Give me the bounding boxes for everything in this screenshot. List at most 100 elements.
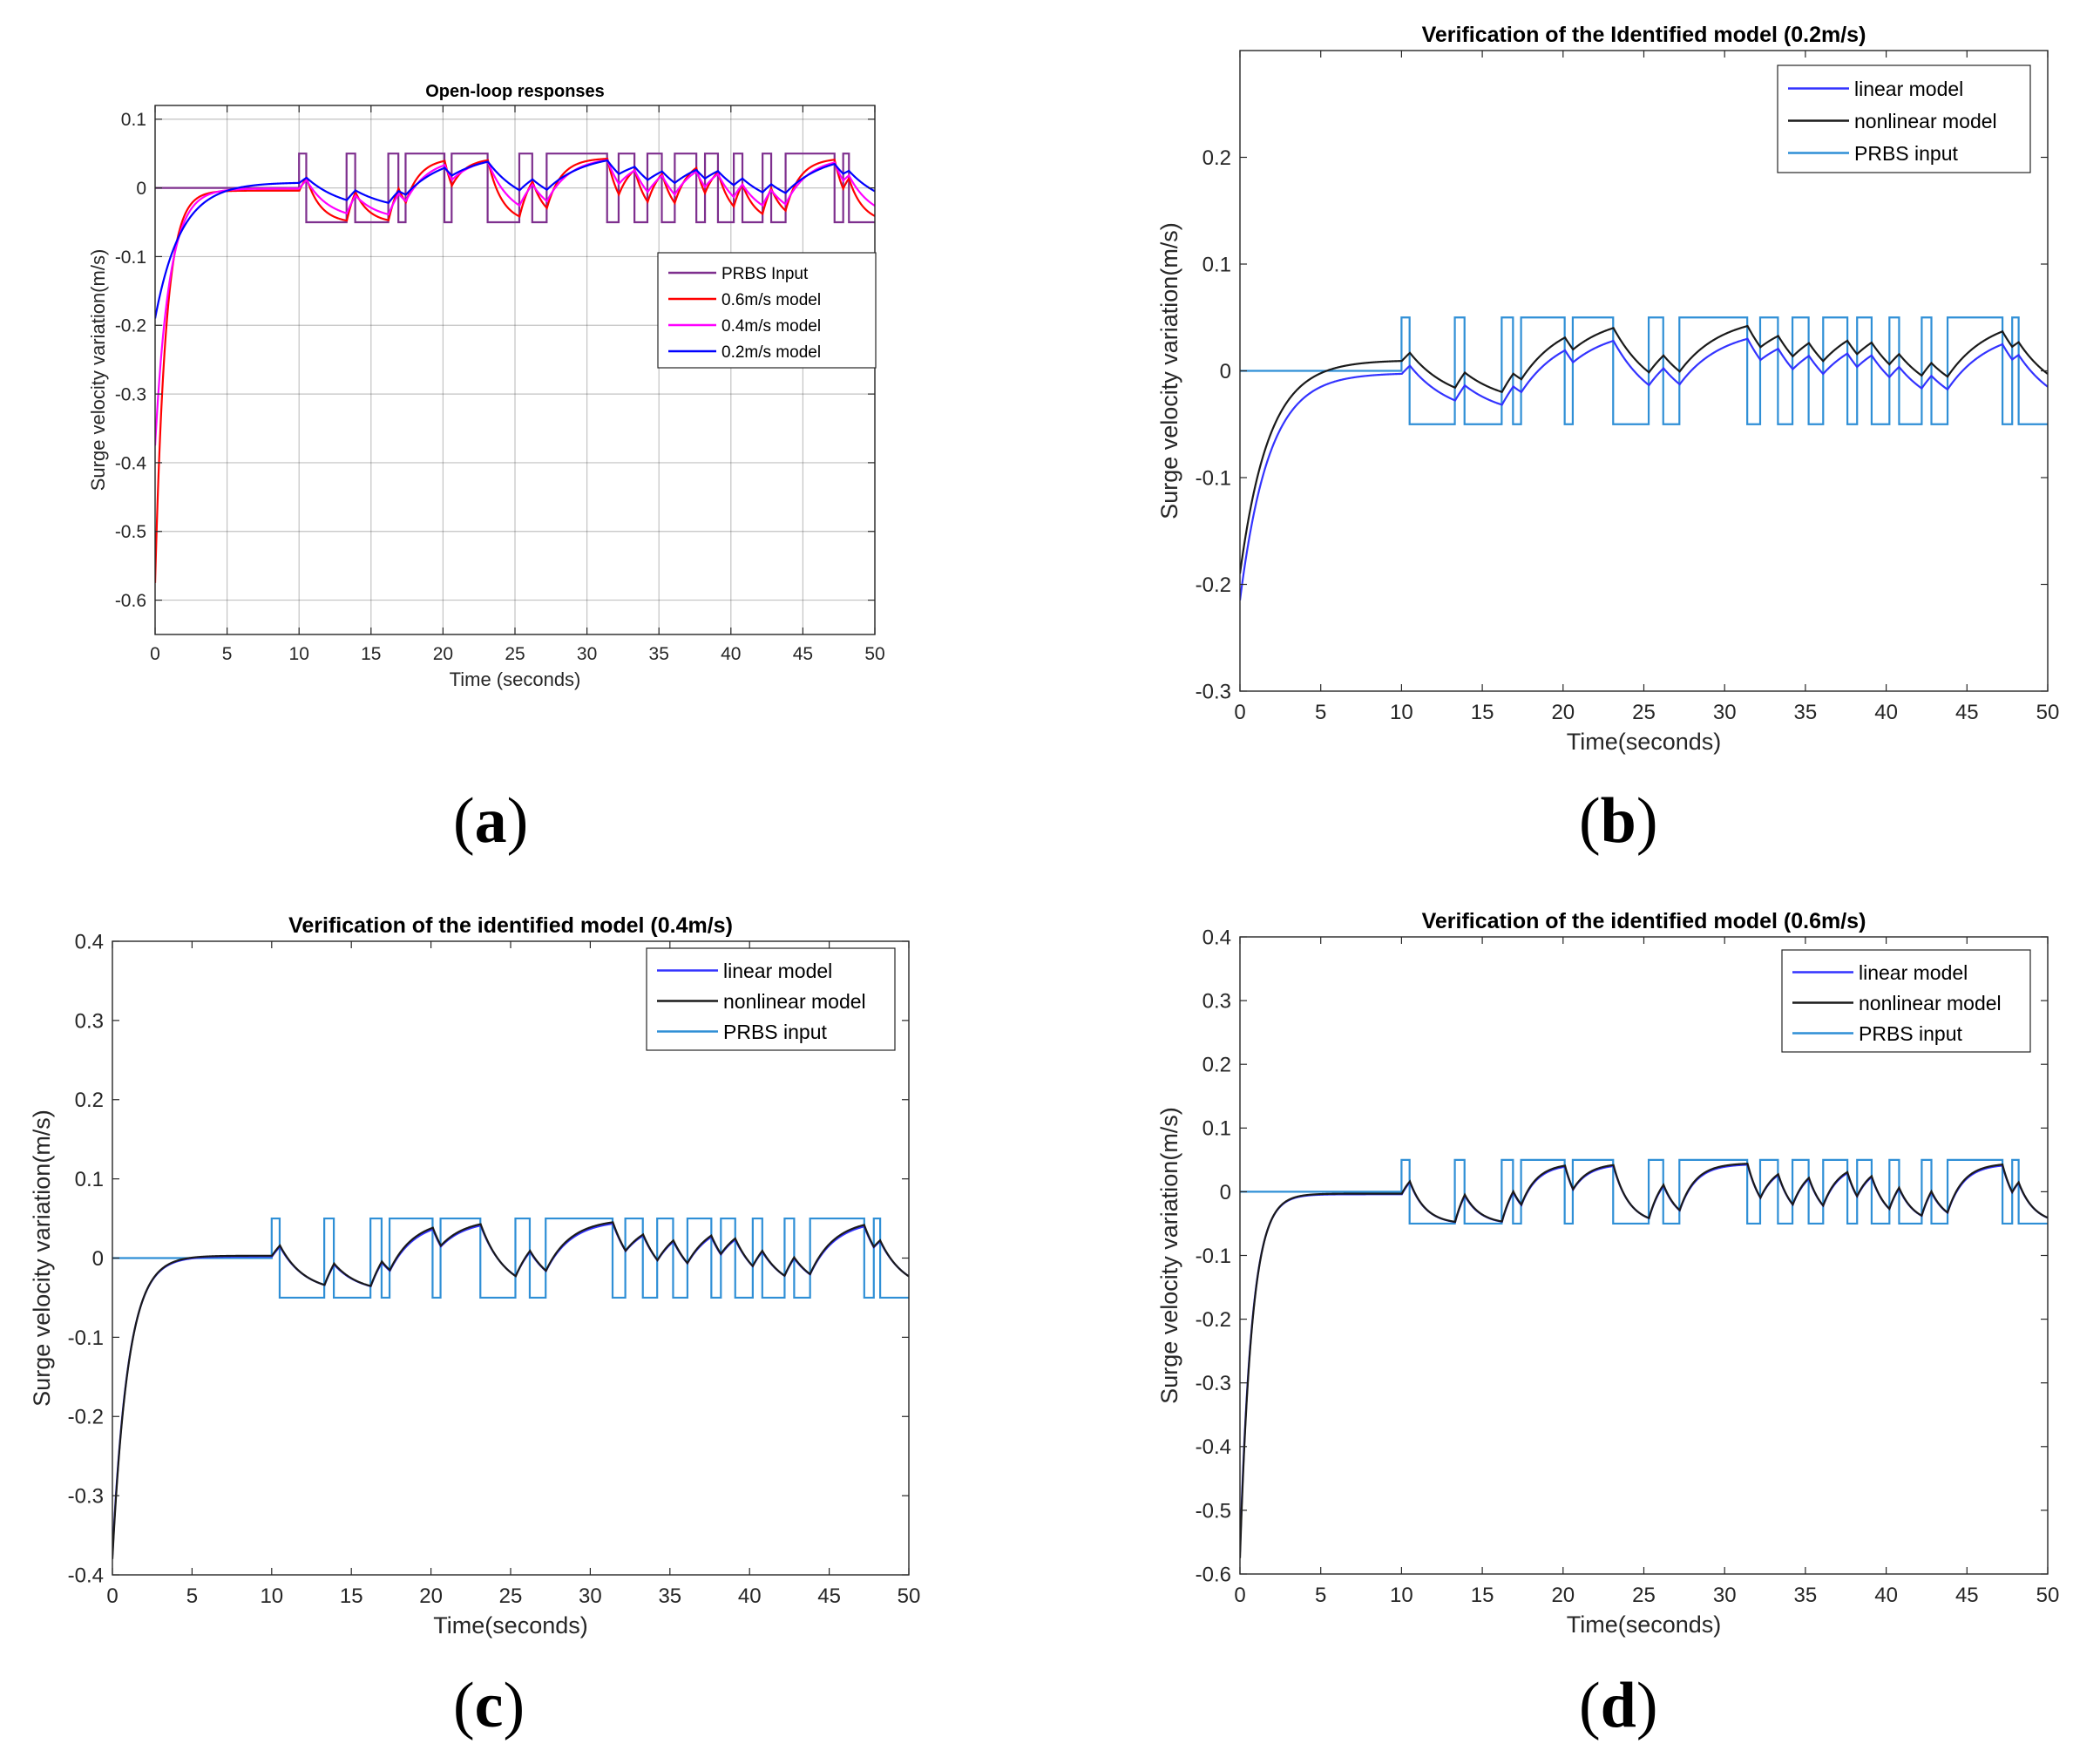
- x-axis-label: Time (seconds): [450, 668, 581, 690]
- x-tick-label: 40: [1874, 1584, 1898, 1607]
- y-axis-label: Surge velocity variation(m/s): [1156, 222, 1182, 519]
- x-tick-label: 5: [1315, 1584, 1326, 1607]
- y-tick-label: -0.2: [1196, 573, 1231, 597]
- y-tick-label: -0.2: [68, 1406, 104, 1429]
- y-tick-label: 0: [1220, 360, 1231, 383]
- y-tick-label: -0.2: [1196, 1308, 1231, 1332]
- legend-box: [1781, 949, 2031, 1053]
- y-tick-label: 0.4: [1202, 926, 1231, 949]
- x-tick-label: 25: [1632, 1584, 1656, 1607]
- x-tick-label: 25: [499, 1584, 523, 1608]
- x-tick-label: 35: [658, 1584, 681, 1608]
- legend-label: 0.4m/s model: [721, 317, 821, 336]
- y-tick-label: -0.3: [1196, 680, 1231, 703]
- x-tick-label: 25: [1632, 701, 1656, 724]
- y-tick-label: 0: [92, 1247, 104, 1271]
- x-tick-label: 50: [2036, 701, 2060, 724]
- legend-label: nonlinear model: [1859, 992, 2002, 1014]
- x-axis-label: Time(seconds): [1567, 729, 1722, 755]
- legend: linear model nonlinear model PRBS input: [1781, 949, 2031, 1053]
- x-tick-label: 25: [505, 644, 525, 664]
- y-tick-label: 0.1: [75, 1168, 104, 1191]
- y-tick-label: 0.1: [1202, 253, 1231, 276]
- x-tick-label: 30: [579, 1584, 602, 1608]
- y-tick-label: -0.1: [1196, 466, 1231, 490]
- x-tick-label: 20: [433, 644, 453, 664]
- x-tick-label: 45: [817, 1584, 841, 1608]
- chart-title: Verification of the Identified model (0.…: [1422, 23, 1866, 47]
- x-tick-label: 5: [186, 1584, 198, 1608]
- chart-title: Open-loop responses: [425, 82, 605, 101]
- x-tick-label: 45: [793, 644, 813, 664]
- y-tick-label: 0.1: [1202, 1117, 1231, 1141]
- series-line-0-2m-s-model: [155, 159, 875, 319]
- x-tick-label: 20: [419, 1584, 443, 1608]
- legend: linear model nonlinear model PRBS input: [1777, 64, 2031, 173]
- x-tick-label: 15: [361, 644, 381, 664]
- x-tick-label: 20: [1551, 701, 1575, 724]
- y-axis-label: Surge velocity variation(m/s): [29, 1109, 55, 1407]
- y-tick-label: -0.6: [1196, 1563, 1231, 1586]
- legend-label: PRBS input: [1859, 1022, 1963, 1045]
- y-tick-label: 0.1: [121, 110, 146, 130]
- x-tick-label: 40: [721, 644, 741, 664]
- y-tick-label: -0.4: [115, 453, 147, 473]
- x-tick-label: 45: [1955, 1584, 1979, 1607]
- chart-title: Verification of the identified model (0.…: [288, 913, 733, 938]
- legend-label: 0.6m/s model: [721, 291, 821, 309]
- legend-box: [646, 947, 896, 1051]
- x-tick-label: 10: [260, 1584, 283, 1608]
- y-tick-label: -0.3: [1196, 1372, 1231, 1395]
- x-tick-label: 5: [222, 644, 233, 664]
- legend-label: linear model: [1854, 78, 1963, 100]
- y-tick-label: -0.1: [1196, 1245, 1231, 1268]
- x-axis-label: Time(seconds): [433, 1612, 588, 1638]
- series-line-prbs-input: [1240, 316, 2048, 425]
- x-tick-label: 30: [577, 644, 597, 664]
- y-tick-label: -0.3: [115, 384, 146, 404]
- y-tick-label: 0: [1220, 1181, 1231, 1204]
- x-tick-label: 10: [1390, 1584, 1413, 1607]
- legend-label: PRBS Input: [721, 265, 809, 283]
- legend-label: 0.2m/s model: [721, 343, 821, 362]
- x-tick-label: 15: [1471, 701, 1494, 724]
- x-tick-label: 15: [1471, 1584, 1494, 1607]
- x-tick-label: 0: [150, 644, 160, 664]
- x-tick-label: 50: [2036, 1584, 2060, 1607]
- series-line-nonlinear-model: [1240, 1163, 2048, 1558]
- y-tick-label: 0.2: [1202, 1054, 1231, 1077]
- y-axis-label: Surge velocity variation(m/s): [87, 249, 109, 492]
- chart-b: 0 5 10 15 20 25 30 35 40 45 50 0.2 0.1 0 -0.1 -0.2 -0.3 V…: [1156, 23, 2059, 755]
- series-line-prbs-input: [112, 1217, 909, 1299]
- legend-label: linear model: [1859, 961, 1968, 984]
- y-tick-label: -0.4: [68, 1564, 104, 1587]
- series-line-linear-model: [1240, 337, 2048, 601]
- y-tick-label: -0.1: [68, 1326, 104, 1350]
- y-tick-label: -0.6: [115, 591, 146, 611]
- y-tick-label: 0.3: [1202, 990, 1231, 1014]
- caption-c: (c): [453, 1670, 525, 1741]
- legend-box: [1777, 64, 2031, 173]
- x-tick-label: 30: [1713, 701, 1737, 724]
- x-tick-label: 35: [1794, 701, 1818, 724]
- y-tick-label: 0.2: [1202, 146, 1231, 170]
- y-tick-label: -0.3: [68, 1485, 104, 1509]
- x-tick-label: 35: [649, 644, 669, 664]
- x-tick-label: 20: [1551, 1584, 1575, 1607]
- x-tick-label: 15: [340, 1584, 363, 1608]
- series-group: [1240, 1158, 2048, 1558]
- legend-label: nonlinear model: [1854, 110, 1997, 132]
- y-tick-label: -0.2: [115, 316, 146, 336]
- y-tick-label: 0.4: [75, 930, 104, 953]
- chart-c: 0 5 10 15 20 25 30 35 40 45 50 0.4 0.3 0.2 0.1 0 -0.1 -0.…: [29, 913, 920, 1638]
- y-tick-label: -0.5: [115, 522, 146, 542]
- chart-title: Verification of the identified model (0.…: [1422, 909, 1866, 933]
- y-tick-label: -0.5: [1196, 1499, 1231, 1523]
- series-group: [1240, 316, 2048, 601]
- caption-a: (a): [453, 785, 529, 857]
- y-tick-label: -0.1: [115, 248, 146, 268]
- series-group: [112, 1217, 909, 1559]
- series-line-nonlinear-model: [112, 1221, 909, 1559]
- legend-label: PRBS input: [723, 1021, 828, 1043]
